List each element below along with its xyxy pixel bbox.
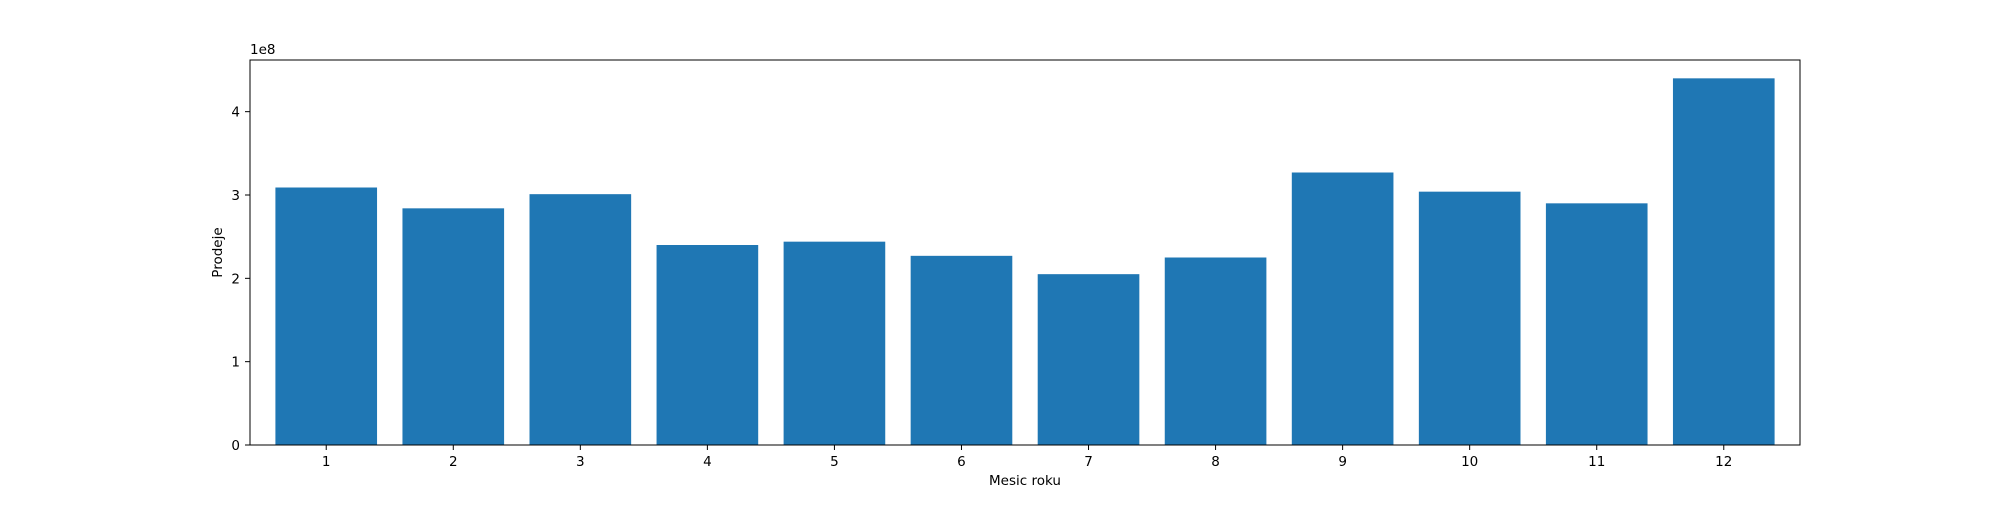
- y-tick-label: 2: [231, 271, 240, 287]
- y-axis-ticks: 0 1 2 3 4: [231, 105, 250, 454]
- axes-frame: [249, 59, 1801, 446]
- bar-month-8: [1164, 257, 1267, 445]
- y-tick-label: 4: [231, 105, 240, 121]
- bar-month-3: [529, 194, 632, 445]
- bar-month-4: [656, 245, 759, 445]
- x-tick-label: 12: [1715, 454, 1732, 470]
- y-tick-label: 3: [231, 188, 240, 204]
- bar-month-12: [1672, 78, 1775, 445]
- y-axis-offset-label: 1e8: [250, 42, 275, 58]
- x-axis-label: Mesic roku: [989, 473, 1061, 489]
- x-tick-label: 2: [449, 454, 458, 470]
- bar-month-9: [1291, 172, 1394, 445]
- bar-month-7: [1037, 274, 1140, 445]
- x-tick-label: 4: [703, 454, 712, 470]
- y-tick-label: 0: [231, 438, 240, 454]
- x-tick-label: 7: [1084, 454, 1093, 470]
- x-tick-label: 6: [957, 454, 966, 470]
- x-tick-label: 1: [322, 454, 331, 470]
- bar-month-2: [402, 208, 505, 445]
- x-tick-label: 3: [576, 454, 585, 470]
- bars-layer: [275, 78, 1775, 445]
- x-axis-ticks: 1 2 3 4 5 6 7 8 9 10 11 12: [322, 445, 1732, 470]
- x-tick-label: 11: [1588, 454, 1605, 470]
- bar-month-5: [783, 241, 886, 445]
- x-tick-label: 9: [1338, 454, 1347, 470]
- bar-month-1: [275, 187, 378, 445]
- bar-month-10: [1418, 191, 1521, 445]
- bar-month-6: [910, 255, 1013, 445]
- x-tick-label: 5: [830, 454, 839, 470]
- y-axis-label: Prodeje: [210, 227, 226, 277]
- y-tick-label: 1: [231, 355, 240, 371]
- x-tick-label: 10: [1461, 454, 1478, 470]
- x-tick-label: 8: [1211, 454, 1220, 470]
- bar-month-11: [1545, 203, 1648, 445]
